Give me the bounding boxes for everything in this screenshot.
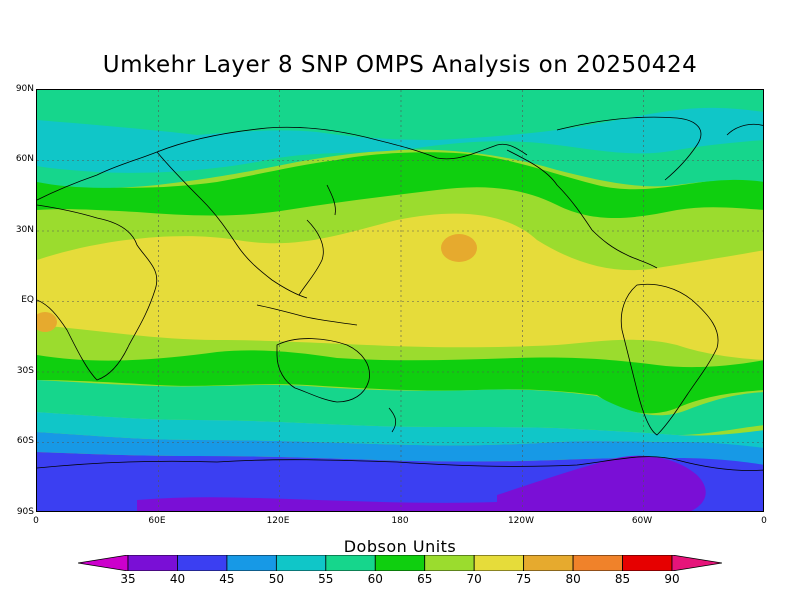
band-45-50-south [37,432,763,465]
x-label-60w: 60W [631,516,653,526]
colorbar-title: Dobson Units [343,537,457,556]
colorbar-min-triangle [78,555,129,571]
x-label-120e: 120E [266,516,290,526]
colorbar-swatch [275,555,327,571]
colorbar-swatch [127,555,178,571]
band-60-65-north [37,152,763,218]
band-35-40-south-lower [137,497,497,511]
colorbar-swatch [325,555,376,571]
band-50-55-north [37,107,763,173]
colorbar-swatch [226,555,277,571]
colorbar-swatch [424,555,475,571]
y-label-60n: 60N [15,154,34,164]
band-75-80-pacific [441,234,477,262]
band-70-75-tropics [37,213,763,360]
colorbar-max-triangle [671,555,722,571]
x-label-0-east: 0 [761,516,767,526]
colorbar-swatch [523,555,574,571]
graticule [37,90,763,511]
y-label-90s: 90S [16,507,34,517]
colorbar-label: 60 [367,572,383,586]
colorbar-label: 85 [614,572,631,586]
y-label-30s: 30S [16,366,34,376]
x-label-60e: 60E [148,516,166,526]
colorbar-label: 75 [515,572,532,586]
band-60-65-south [37,350,763,414]
colorbar-label: 50 [268,572,284,586]
x-label-180: 180 [391,516,409,526]
colorbar-label: 70 [466,572,482,586]
ozone-contour-field [37,90,763,511]
colorbar-label: 90 [664,572,680,586]
colorbar-swatch [572,555,623,571]
y-label-eq: EQ [21,295,34,305]
map-title: Umkehr Layer 8 SNP OMPS Analysis on 2025… [102,52,698,78]
colorbar-swatch [473,555,525,571]
colorbar-label: 40 [169,572,186,586]
colorbar-label: 80 [565,572,581,586]
band-35-40-south [497,455,706,511]
x-label-0: 0 [33,516,39,526]
x-label-120w: 120W [507,516,535,526]
colorbar [78,555,722,571]
colorbar-label: 45 [219,572,235,586]
colorbar-label: 35 [120,572,136,586]
band-50-55-south [37,412,763,448]
colorbar-label: 55 [318,572,334,586]
band-75-80-atlantic [37,312,57,332]
y-label-60s: 60S [16,436,34,446]
coastlines [37,116,763,471]
colorbar-label: 65 [417,572,433,586]
colorbar-swatch [177,555,228,571]
colorbar-swatch [374,555,426,571]
y-label-90n: 90N [15,84,34,94]
colorbar-swatch [622,555,673,571]
y-label-30n: 30N [15,225,34,235]
band-55-60-south [37,380,763,435]
ozone-map [36,89,764,512]
